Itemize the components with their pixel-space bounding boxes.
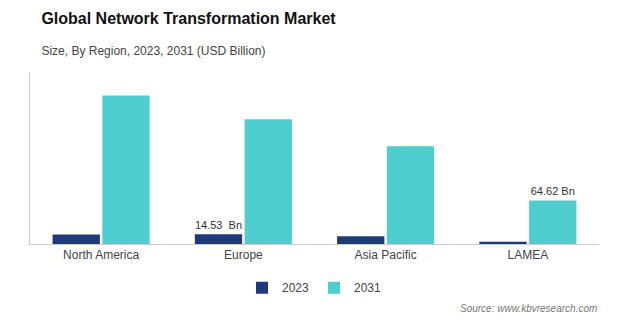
svg-text:2031: 2031: [354, 281, 381, 295]
svg-text:14.53 Bn: 14.53 Bn: [195, 219, 242, 231]
svg-text:North America: North America: [63, 248, 139, 262]
svg-text:LAMEA: LAMEA: [508, 248, 549, 262]
svg-text:Europe: Europe: [224, 248, 263, 262]
svg-text:64.62 Bn: 64.62 Bn: [531, 185, 575, 197]
svg-text:Asia Pacific: Asia Pacific: [355, 248, 417, 262]
svg-text:Size, By Region, 2023, 2031 (U: Size, By Region, 2023, 2031 (USD Billion…: [41, 44, 265, 58]
svg-text:Source: www.kbvresearch.com: Source: www.kbvresearch.com: [460, 303, 597, 314]
svg-text:Global Network Transformation: Global Network Transformation Market: [41, 10, 336, 27]
svg-text:2023: 2023: [282, 281, 309, 295]
